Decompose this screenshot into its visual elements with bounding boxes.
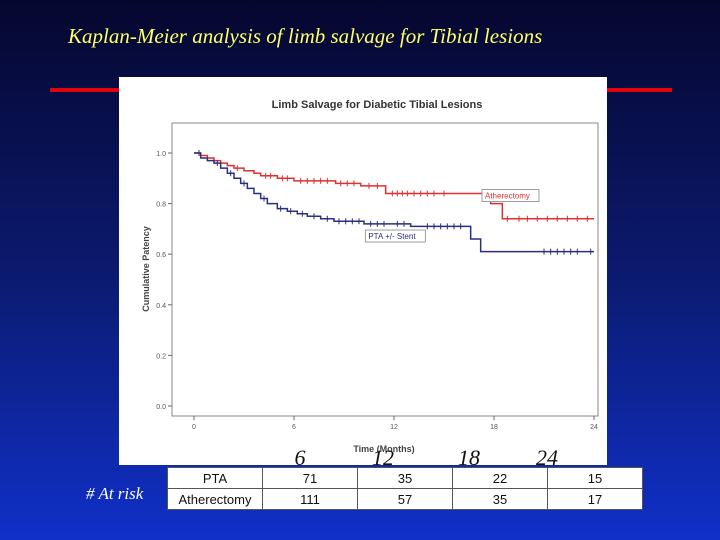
x-tick-label: 0 (192, 424, 196, 431)
x-tick-label: 18 (490, 424, 498, 431)
overlay-tick-12: 12 (372, 445, 394, 470)
x-tick-label: 12 (390, 424, 398, 431)
y-tick-label: 0.8 (156, 202, 166, 209)
title-rule-right (600, 88, 672, 92)
table-row: Atherectomy 111 57 35 17 (167, 488, 643, 510)
legend-label-pta: PTA +/- Stent (368, 232, 416, 241)
km-chart: Limb Salvage for Diabetic Tibial Lesions… (141, 99, 599, 454)
risk-cell: 22 (452, 467, 548, 489)
risk-row-label: Atherectomy (167, 488, 263, 510)
risk-cell: 15 (547, 467, 643, 489)
slide-title: Kaplan-Meier analysis of limb salvage fo… (68, 24, 543, 48)
series-line-atherectomy (194, 152, 594, 220)
chart-title: Limb Salvage for Diabetic Tibial Lesions (272, 99, 483, 111)
y-tick-label: 0.4 (156, 303, 166, 310)
risk-cell: 35 (357, 467, 453, 489)
y-tick-label: 0.2 (156, 353, 166, 360)
plot-frame (171, 122, 599, 417)
overlay-tick-6: 6 (294, 445, 306, 470)
y-tick-label: 0.0 (156, 404, 166, 411)
risk-cell: 71 (262, 467, 358, 489)
y-tick-label: 1.0 (156, 151, 166, 158)
overlay-tick-18: 18 (458, 445, 480, 470)
table-row: PTA 71 35 22 15 (167, 467, 643, 489)
risk-row-label: PTA (167, 467, 263, 489)
x-tick-label: 24 (590, 424, 598, 431)
x-axis-label: Time (Months) (353, 444, 414, 454)
legend-box-atherectomy (481, 189, 540, 202)
risk-cell: 17 (547, 488, 643, 510)
at-risk-table: PTA 71 35 22 15 Atherectomy 111 57 35 17 (167, 467, 643, 510)
risk-cell: 35 (452, 488, 548, 510)
title-rule-left (50, 88, 125, 92)
overlay-tick-24: 24 (536, 445, 558, 470)
series-line-pta (194, 152, 594, 253)
at-risk-label: # At risk (86, 484, 144, 503)
risk-cell: 57 (357, 488, 453, 510)
legend-label-atherectomy: Atherectomy (485, 192, 530, 201)
y-axis-label: Cumulative Patency (141, 226, 151, 312)
y-tick-label: 0.6 (156, 252, 166, 259)
legend-box-pta (364, 229, 426, 243)
x-tick-label: 6 (292, 424, 296, 431)
chart-panel: Limb Salvage for Diabetic Tibial Lesions… (119, 77, 607, 465)
risk-cell: 111 (262, 488, 358, 510)
